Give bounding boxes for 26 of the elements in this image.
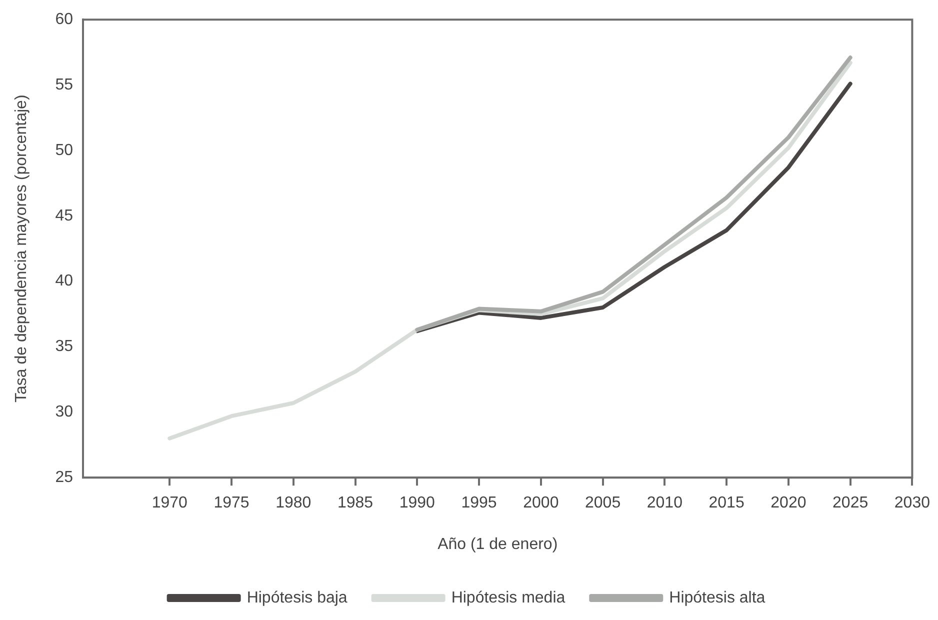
x-tick-label: 1975 xyxy=(214,494,250,512)
x-tick-label: 1995 xyxy=(461,494,497,512)
y-tick-label: 35 xyxy=(55,338,74,356)
y-tick-label: 25 xyxy=(55,469,74,486)
x-tick-label: 1990 xyxy=(399,494,436,512)
x-tick-label: 2025 xyxy=(832,494,868,512)
y-tick-label: 40 xyxy=(55,272,74,290)
x-tick-label: 2000 xyxy=(523,494,559,512)
y-tick-label: 45 xyxy=(55,207,74,224)
y-axis-title: Tasa de dependencia mayores (porcentaje) xyxy=(13,94,30,402)
x-axis-title: Año (1 de enero) xyxy=(438,536,558,553)
x-tick-label: 2015 xyxy=(708,494,744,512)
y-tick-label: 60 xyxy=(55,11,74,28)
y-tick-label: 50 xyxy=(55,142,74,159)
y-tick-label: 30 xyxy=(55,404,74,421)
x-tick-label: 2005 xyxy=(585,494,621,512)
x-tick-label: 2020 xyxy=(770,494,806,512)
x-tick-label: 1980 xyxy=(276,494,312,512)
legend-label: Hipótesis baja xyxy=(246,589,348,606)
x-tick-label: 1985 xyxy=(337,494,374,512)
x-tick-label: 1970 xyxy=(152,494,188,512)
legend-label: Hipótesis media xyxy=(451,589,566,606)
y-tick-label: 55 xyxy=(55,76,74,94)
x-tick-label: 2010 xyxy=(646,494,683,512)
legend-label: Hipótesis alta xyxy=(669,589,766,606)
x-tick-label: 2030 xyxy=(894,494,930,512)
